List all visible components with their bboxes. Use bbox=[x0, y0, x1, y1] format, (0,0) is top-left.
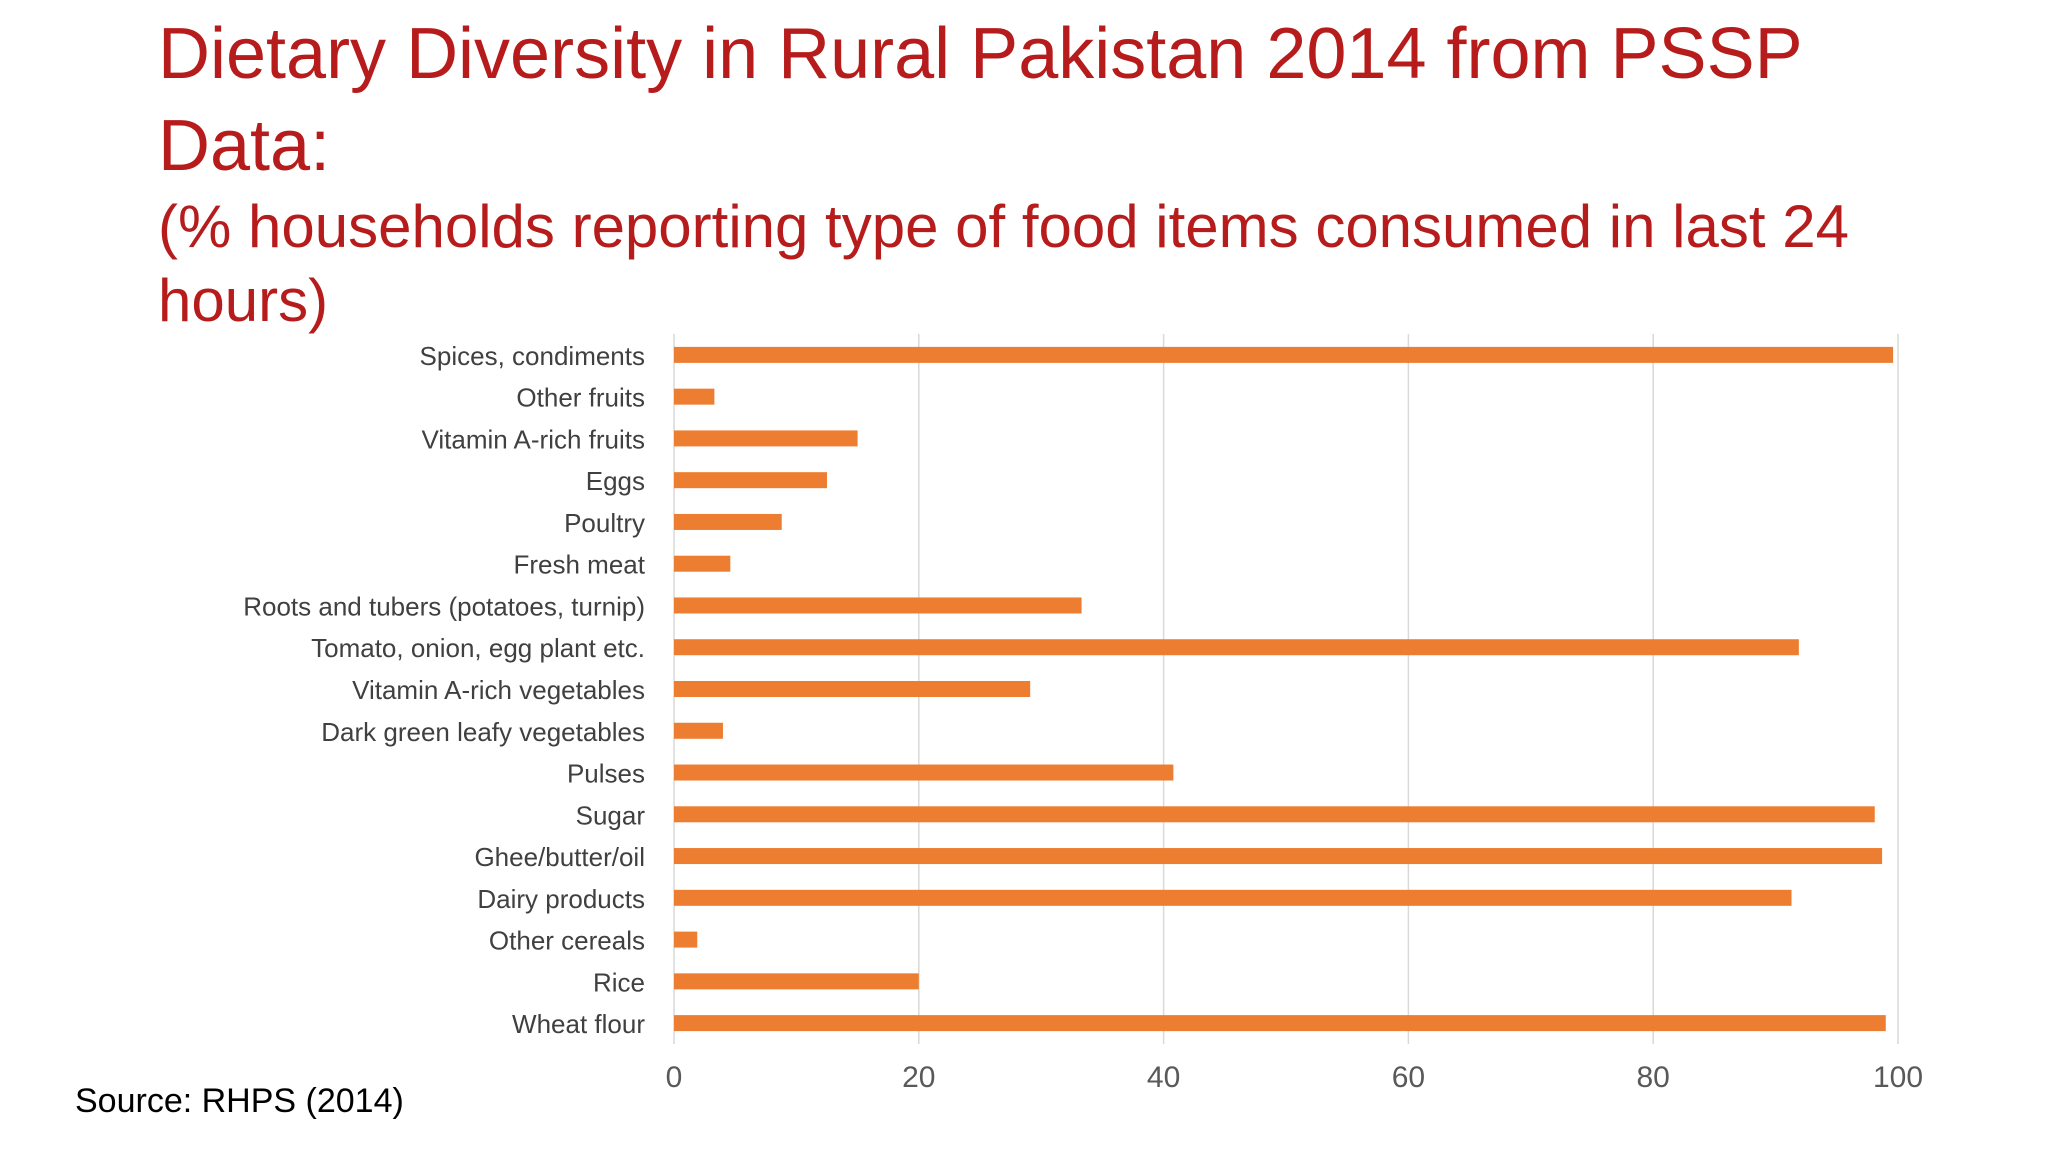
category-label: Roots and tubers (potatoes, turnip) bbox=[243, 591, 645, 621]
x-tick-label: 40 bbox=[1147, 1061, 1180, 1094]
bar bbox=[674, 806, 1875, 823]
category-label: Other cereals bbox=[489, 926, 645, 956]
x-tick-label: 80 bbox=[1637, 1061, 1670, 1094]
x-tick-label: 60 bbox=[1392, 1061, 1425, 1094]
bar bbox=[674, 555, 731, 572]
category-label: Other fruits bbox=[516, 383, 645, 413]
bar-chart: Spices, condiments Other fruits Vitamin A-… bbox=[243, 334, 1923, 1094]
x-tick-labels: 0 20 40 60 80 100 bbox=[666, 1061, 1923, 1094]
category-labels: Spices, condiments Other fruits Vitamin A-… bbox=[243, 341, 646, 1039]
category-label: Rice bbox=[593, 967, 645, 997]
bar bbox=[674, 639, 1799, 656]
category-label: Poultry bbox=[564, 508, 645, 538]
bars bbox=[674, 346, 1894, 1032]
bar bbox=[674, 681, 1031, 697]
gridlines bbox=[673, 334, 1899, 1044]
x-tick-label: 100 bbox=[1873, 1061, 1923, 1094]
bar bbox=[674, 472, 827, 489]
bar bbox=[674, 430, 858, 447]
slide-subtitle: (% households reporting type of food ite… bbox=[158, 193, 1849, 334]
bar bbox=[674, 889, 1792, 906]
category-label: Eggs bbox=[586, 466, 645, 496]
bar bbox=[674, 346, 1894, 363]
x-tick-label: 20 bbox=[902, 1061, 935, 1094]
category-label: Tomato, onion, egg plant etc. bbox=[311, 633, 645, 663]
category-label: Spices, condiments bbox=[420, 341, 645, 371]
category-label: Vitamin A-rich vegetables bbox=[352, 675, 645, 705]
bar bbox=[674, 722, 723, 739]
category-label: Dairy products bbox=[477, 884, 645, 914]
category-label: Vitamin A-rich fruits bbox=[422, 424, 645, 454]
bar bbox=[674, 597, 1082, 614]
x-tick-label: 0 bbox=[666, 1061, 683, 1094]
bar bbox=[674, 848, 1883, 865]
category-label: Ghee/butter/oil bbox=[474, 842, 645, 872]
bar bbox=[674, 1015, 1886, 1032]
bar bbox=[674, 513, 782, 530]
bar bbox=[674, 973, 919, 990]
source-note: Source: RHPS (2014) bbox=[75, 1082, 404, 1120]
category-label: Fresh meat bbox=[514, 550, 646, 580]
category-label: Sugar bbox=[576, 800, 646, 830]
bar bbox=[674, 931, 698, 948]
bar bbox=[674, 764, 1174, 781]
bar bbox=[674, 388, 715, 405]
category-label: Wheat flour bbox=[512, 1009, 645, 1039]
category-label: Pulses bbox=[567, 759, 645, 789]
slide-title: Dietary Diversity in Rural Pakistan 2014… bbox=[158, 14, 1802, 186]
category-label: Dark green leafy vegetables bbox=[321, 717, 645, 747]
